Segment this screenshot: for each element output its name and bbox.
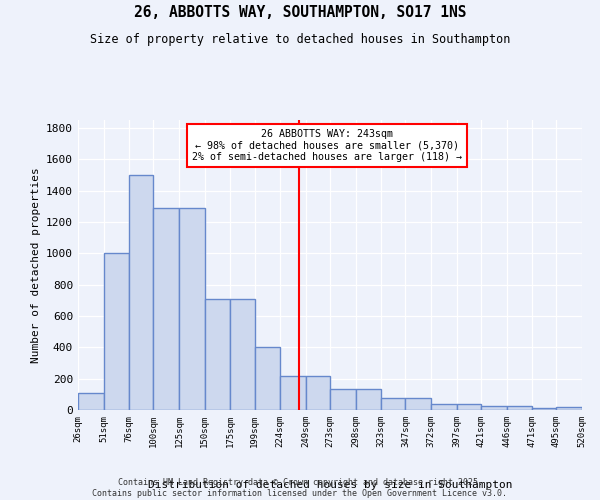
Text: Contains HM Land Registry data © Crown copyright and database right 2025.
Contai: Contains HM Land Registry data © Crown c… xyxy=(92,478,508,498)
Bar xyxy=(532,408,556,410)
Bar xyxy=(280,376,305,410)
Bar xyxy=(381,398,406,410)
Bar xyxy=(179,208,205,410)
Bar xyxy=(104,253,129,410)
Bar xyxy=(230,298,254,410)
Bar xyxy=(129,175,154,410)
Bar xyxy=(506,406,532,410)
Y-axis label: Number of detached properties: Number of detached properties xyxy=(31,167,41,363)
Text: 26 ABBOTTS WAY: 243sqm
← 98% of detached houses are smaller (5,370)
2% of semi-d: 26 ABBOTTS WAY: 243sqm ← 98% of detached… xyxy=(193,128,463,162)
Bar xyxy=(406,398,431,410)
Text: 26, ABBOTTS WAY, SOUTHAMPTON, SO17 1NS: 26, ABBOTTS WAY, SOUTHAMPTON, SO17 1NS xyxy=(134,5,466,20)
Text: Distribution of detached houses by size in Southampton: Distribution of detached houses by size … xyxy=(148,480,512,490)
Bar xyxy=(481,406,506,410)
Bar xyxy=(431,404,457,410)
Text: Size of property relative to detached houses in Southampton: Size of property relative to detached ho… xyxy=(90,32,510,46)
Bar xyxy=(205,298,230,410)
Bar xyxy=(154,208,179,410)
Bar xyxy=(254,348,280,410)
Bar xyxy=(78,393,104,410)
Bar xyxy=(457,404,481,410)
Bar xyxy=(556,407,582,410)
Bar xyxy=(356,389,381,410)
Bar xyxy=(330,389,356,410)
Bar xyxy=(305,376,330,410)
